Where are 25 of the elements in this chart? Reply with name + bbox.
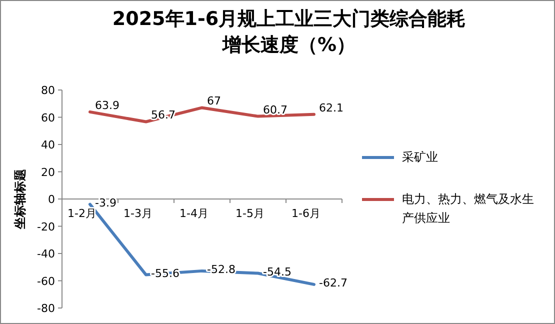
y-tick-label: 40 xyxy=(41,138,55,152)
data-label: -54.5 xyxy=(263,265,292,278)
data-label: 63.9 xyxy=(95,98,120,112)
data-label: 62.1 xyxy=(319,101,344,114)
x-tick-label: 1-6月 xyxy=(292,207,320,220)
data-label: 60.7 xyxy=(263,103,288,116)
y-tick-label: 0 xyxy=(48,193,55,206)
y-tick-label: -20 xyxy=(37,220,55,234)
y-tick-label: -60 xyxy=(37,274,55,288)
y-tick-label: 20 xyxy=(41,166,55,179)
x-tick-label: 1-5月 xyxy=(236,207,264,220)
x-tick-label: 1-3月 xyxy=(124,207,152,220)
chart-title: 2025年1-6月规上工业三大门类综合能耗增长速度（%） xyxy=(111,7,467,58)
y-axis-title: 坐标轴标题 xyxy=(13,169,27,230)
data-label: -62.7 xyxy=(319,276,348,290)
y-tick-label: 80 xyxy=(41,84,55,97)
data-label: -3.9 xyxy=(95,196,116,210)
x-tick-label: 1-2月 xyxy=(68,207,96,220)
y-tick-label: -80 xyxy=(37,302,55,315)
data-label: 67 xyxy=(207,94,221,108)
y-tick-label: 60 xyxy=(41,111,55,124)
x-tick-label: 1-4月 xyxy=(180,207,208,220)
legend-label: 电力、热力、燃气及水生产供应业 xyxy=(402,191,535,227)
y-tick-label: -40 xyxy=(37,248,55,260)
legend-label: 采矿业 xyxy=(402,149,439,166)
